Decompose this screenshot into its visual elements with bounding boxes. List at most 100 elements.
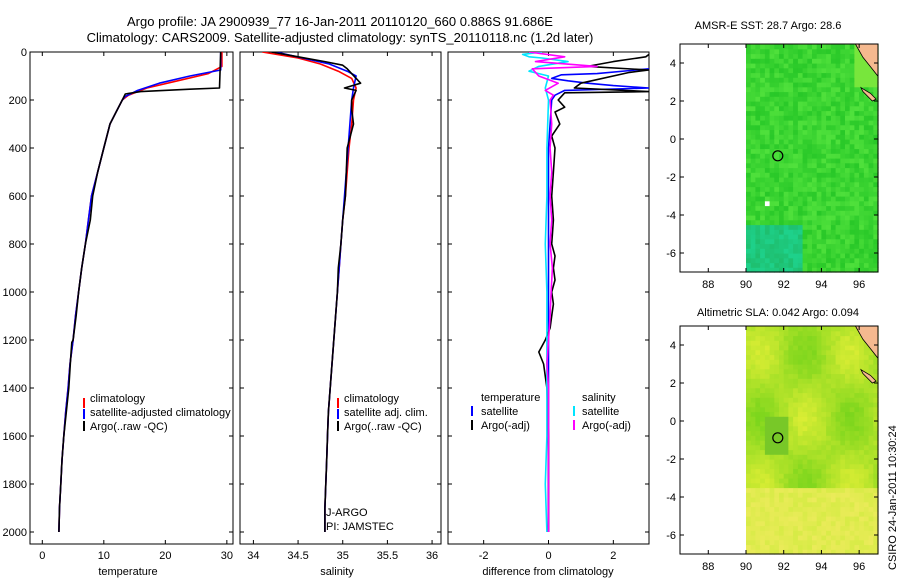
map-cell <box>863 468 870 474</box>
map-cell <box>779 115 785 121</box>
map-cell <box>797 411 804 417</box>
map-cell <box>854 516 860 522</box>
map-cell <box>760 397 766 403</box>
map-cell <box>807 345 813 351</box>
map-cell <box>797 478 804 484</box>
map-cell <box>779 387 785 394</box>
map-cell <box>755 153 761 159</box>
map-cell <box>750 364 756 370</box>
map-cell <box>816 330 822 337</box>
map-cell <box>788 44 794 50</box>
map-cell <box>840 134 846 140</box>
map-cell <box>826 167 832 173</box>
map-cell <box>793 501 799 508</box>
map-cell <box>807 253 813 259</box>
map-cell <box>821 478 827 484</box>
map-cell <box>854 143 860 150</box>
map-cell <box>840 378 846 384</box>
map-cell <box>812 229 818 235</box>
map-cell <box>868 143 874 150</box>
map-cell <box>755 229 761 235</box>
map-cell <box>802 134 808 140</box>
map-cell <box>788 215 794 221</box>
map-cell <box>826 158 832 164</box>
x-tick-label: 34.5 <box>287 550 308 562</box>
map-cell <box>854 468 860 474</box>
map-cell <box>779 345 785 351</box>
series-line-argo-adj- <box>537 53 649 532</box>
map-cell <box>868 430 874 436</box>
map-cell <box>868 501 874 508</box>
map-cell <box>779 497 785 503</box>
map-cell <box>797 354 804 360</box>
map-cell <box>868 224 874 230</box>
map-cell <box>873 158 879 164</box>
map-cell <box>797 364 804 370</box>
map-cell <box>863 115 870 121</box>
map-cell <box>793 224 799 230</box>
map-cell <box>746 520 752 527</box>
map-cell <box>746 378 752 384</box>
map-cell <box>840 511 846 517</box>
map-cell <box>854 257 860 264</box>
series-line-argo-raw-qc- <box>271 52 362 532</box>
map-cell <box>859 229 865 235</box>
map-cell <box>816 368 822 375</box>
map-cell <box>755 430 761 436</box>
map-cell <box>830 77 837 83</box>
map-cell <box>750 267 756 273</box>
map-cell <box>873 177 879 183</box>
map-cell <box>868 162 874 169</box>
map-cell <box>764 340 771 346</box>
y-tick-label: 600 <box>9 191 27 203</box>
map-cell <box>764 82 771 88</box>
map-cell <box>868 549 874 555</box>
map-cell <box>802 162 808 169</box>
map-cell <box>845 91 851 97</box>
map-cell <box>835 53 841 59</box>
map-cell <box>783 48 789 55</box>
map-cell <box>746 110 752 116</box>
map-cell <box>788 349 794 356</box>
map-cell <box>797 487 804 493</box>
map-cell <box>840 449 846 455</box>
map-cell <box>845 454 851 460</box>
map-cell <box>793 416 799 422</box>
map-cell <box>868 200 874 207</box>
map-cell <box>821 267 827 273</box>
map-cell <box>760 72 766 78</box>
map-cell <box>802 234 808 240</box>
map-cell <box>793 63 799 69</box>
map-cell <box>835 444 841 451</box>
map-cell <box>845 139 851 145</box>
map-cell <box>788 549 794 555</box>
map-cell <box>830 525 837 531</box>
map-cell <box>793 248 799 254</box>
map-cell <box>830 359 837 365</box>
map-cell <box>826 406 832 413</box>
map-cell <box>774 511 780 517</box>
map-cell <box>812 143 818 150</box>
map-cell <box>764 492 771 498</box>
map-cell <box>840 205 846 211</box>
map-cell <box>802 383 808 389</box>
map-cell <box>750 96 756 102</box>
map-cell <box>816 96 822 102</box>
map-cell <box>854 139 860 145</box>
map-cell <box>797 186 804 192</box>
map-cell <box>821 91 827 97</box>
map-cell <box>859 335 865 341</box>
map-cell <box>873 234 879 240</box>
map-cell <box>797 224 804 230</box>
map-cell <box>760 340 766 346</box>
map-cell <box>840 44 846 50</box>
map-cell <box>816 110 822 116</box>
map-cell <box>746 345 752 351</box>
map-cell <box>750 516 756 522</box>
map-cell <box>802 148 808 154</box>
map-cell <box>788 520 794 527</box>
map-cell <box>816 354 822 360</box>
map-cell <box>835 77 841 83</box>
map-cell <box>788 482 794 489</box>
map-cell <box>863 120 870 126</box>
